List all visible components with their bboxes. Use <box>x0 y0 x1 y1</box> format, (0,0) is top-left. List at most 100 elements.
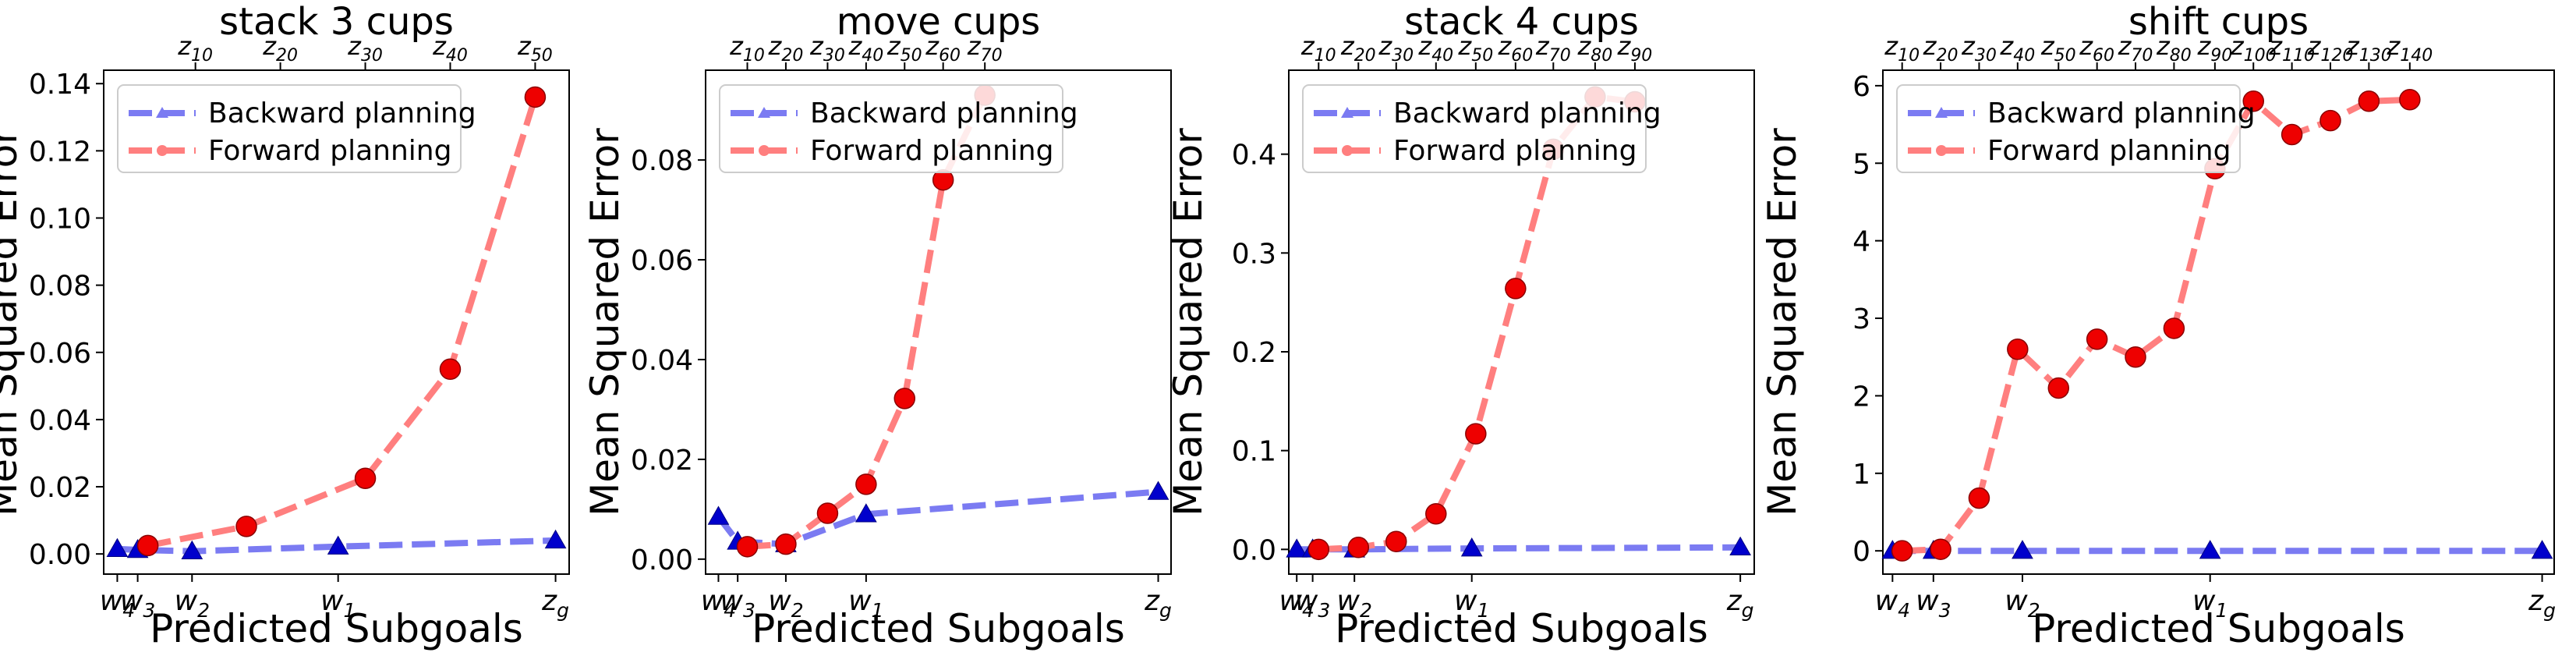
tick-base: w <box>1337 585 1361 617</box>
backward-point <box>2531 540 2553 559</box>
x-tick-label: zg <box>2528 585 2556 622</box>
tick-subscript: 80 <box>1591 46 1612 66</box>
tick-base: z <box>347 31 362 61</box>
top-tick-label: z10 <box>729 31 765 66</box>
tick-subscript: 140 <box>2400 46 2433 66</box>
legend: Backward planning Forward planning <box>117 84 476 173</box>
tick-subscript: 130 <box>2359 46 2392 66</box>
tick-subscript: 20 <box>1354 46 1376 66</box>
y-tick-label: 0.12 <box>29 136 91 168</box>
tick-subscript: 70 <box>2131 46 2153 66</box>
legend-label: Forward planning <box>208 135 451 167</box>
tick-base: z <box>1417 31 1432 61</box>
top-tick-label: z30 <box>1378 31 1414 66</box>
chart-panel-3: stack 4 cups 0.0 0.1 0.2 0.3 0.4 Mean Squared … <box>1166 0 1755 651</box>
forward-point <box>2358 90 2380 112</box>
tick-subscript: 90 <box>2210 46 2232 66</box>
top-tick-label: z50 <box>886 31 922 66</box>
plot-frame <box>103 69 570 575</box>
tick-base: z <box>2196 31 2211 61</box>
tick-base: z <box>1999 31 2014 61</box>
forward-point <box>1505 278 1527 300</box>
legend-label: Backward planning <box>1393 98 1661 129</box>
tick-subscript: 3 <box>143 599 155 622</box>
x-tick-label: w3 <box>720 585 755 622</box>
tick-base: w <box>320 585 344 617</box>
top-tick-label: z10 <box>177 31 213 66</box>
tick-subscript: 60 <box>2093 46 2114 66</box>
x-tick-label: w2 <box>175 585 210 622</box>
legend-swatch-marker <box>1342 145 1353 156</box>
legend-label: Backward planning <box>208 98 476 129</box>
forward-point <box>2047 377 2070 399</box>
forward-point <box>2086 328 2108 350</box>
tick-base: w <box>701 585 724 617</box>
top-tick-label: z70 <box>967 31 1003 66</box>
tick-base: z <box>1457 31 1472 61</box>
top-tick-label: z10 <box>1884 31 1920 66</box>
tick-subscript: 30 <box>361 46 383 66</box>
legend: Backward planning Forward planning <box>1896 84 2256 173</box>
tick-subscript: 30 <box>823 46 845 66</box>
chart-title: shift cups <box>2128 0 2309 44</box>
x-axis-label: Predicted Subgoals <box>2032 606 2405 651</box>
top-tick-label: z40 <box>847 31 883 66</box>
tick-subscript: 40 <box>2013 46 2035 66</box>
forward-point <box>2125 346 2146 368</box>
legend-box <box>1302 84 1647 173</box>
tick-subscript: 50 <box>901 46 922 66</box>
x-tick-label: w1 <box>1454 585 1489 622</box>
x-tick-label: w4 <box>701 585 736 622</box>
y-tick-label: 6 <box>1852 71 1870 103</box>
y-axis-label: Mean Squared Error <box>582 128 628 516</box>
forward-point <box>1968 487 1990 509</box>
tick-subscript: 110 <box>2282 46 2315 66</box>
y-tick-label: 0.08 <box>29 271 91 303</box>
top-tick-label: z30 <box>1961 31 1997 66</box>
tick-subscript: 1 <box>1477 599 1489 622</box>
top-tick-label: z70 <box>2118 31 2153 66</box>
tick-subscript: 20 <box>781 46 803 66</box>
tick-base: z <box>2268 31 2283 61</box>
backward-point <box>181 540 203 559</box>
tick-subscript: 10 <box>743 46 765 66</box>
y-tick-label: 0.10 <box>29 203 91 235</box>
top-tick-label: z20 <box>1923 31 1959 66</box>
legend-label: Forward planning <box>1987 135 2231 167</box>
x-tick-label: w2 <box>1337 585 1372 622</box>
tick-base: z <box>1923 31 1937 61</box>
forward-point <box>2242 90 2264 112</box>
backward-point <box>1460 537 1483 557</box>
tick-base: z <box>1300 31 1315 61</box>
tick-subscript: g <box>557 599 569 622</box>
tick-subscript: 20 <box>1936 46 1958 66</box>
top-tick-label: z20 <box>768 31 804 66</box>
tick-base: z <box>768 31 783 61</box>
tick-base: w <box>848 585 872 617</box>
tick-subscript: 50 <box>1471 46 1493 66</box>
x-tick-label: w1 <box>320 585 356 622</box>
y-tick-label: 5 <box>1852 148 1870 180</box>
top-tick-label: z30 <box>347 31 383 66</box>
y-tick-label: 0.00 <box>631 544 693 576</box>
top-tick-label: z90 <box>1617 31 1653 66</box>
tick-subscript: 70 <box>981 46 1003 66</box>
tick-subscript: 120 <box>2320 46 2353 66</box>
tick-subscript: 1 <box>2215 599 2227 622</box>
legend-box <box>1896 84 2241 173</box>
top-tick-label: z110 <box>2268 31 2315 66</box>
top-tick-label: z70 <box>1535 31 1571 66</box>
y-tick-label: 2 <box>1852 381 1870 413</box>
tick-subscript: 40 <box>446 46 468 66</box>
chart-panel-4: shift cups 0 1 2 3 4 5 6 Mean Squared Error Predi… <box>1760 0 2556 651</box>
legend-label: Backward planning <box>810 98 1078 129</box>
tick-base: w <box>100 585 123 617</box>
y-tick-label: 0.02 <box>29 472 91 504</box>
forward-point <box>893 388 916 410</box>
x-tick-label: w3 <box>120 585 155 622</box>
tick-base: z <box>1961 31 1976 61</box>
forward-point <box>2319 109 2341 132</box>
tick-base: z <box>1884 31 1898 61</box>
chart-panel-1: stack 3 cups 0.00 0.02 0.04 0.06 0.08 0.10 0.12… <box>0 0 570 651</box>
